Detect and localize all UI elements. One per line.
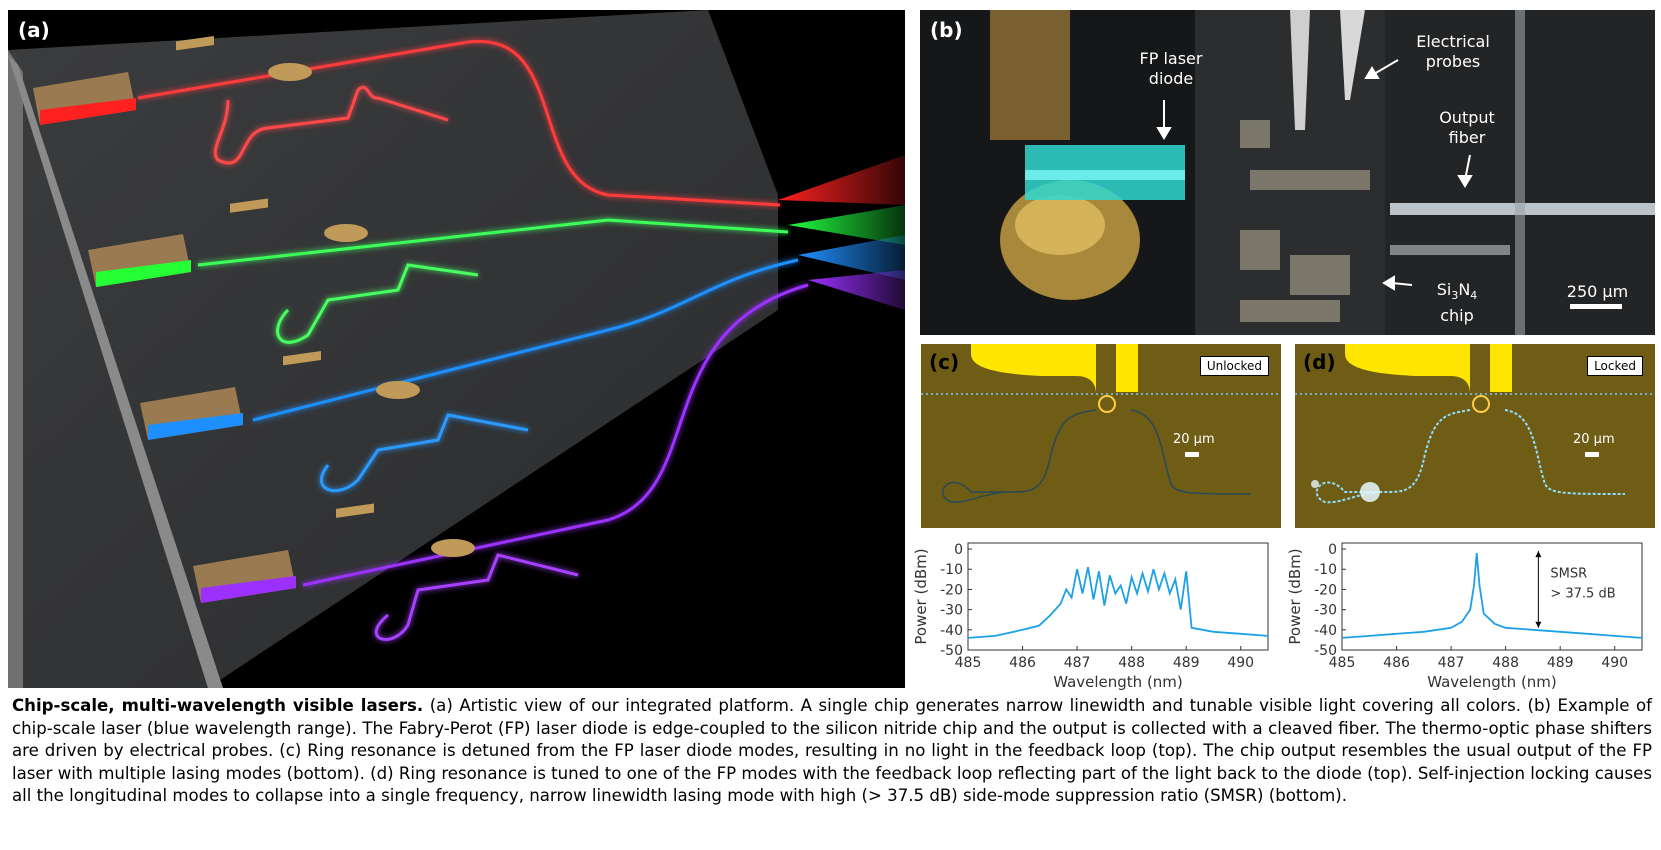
green-beam	[788, 205, 905, 245]
scale-bar-250	[1570, 304, 1622, 309]
probe-right	[1340, 10, 1365, 100]
locked-badge: Locked	[1587, 356, 1643, 376]
smsr-arrow-head-top	[1535, 551, 1542, 558]
plot-frame	[967, 542, 1269, 651]
laser-diode-annotation: FP laser diode	[1139, 49, 1203, 88]
spectrum-chart-d: 485 486 487 488 489 490 0 -10 -20 -30 -40 -50 Wavele…	[1284, 535, 1654, 691]
x-tick-label: 489	[1547, 655, 1574, 671]
ring-resonator	[1098, 395, 1116, 413]
feedback-loop	[941, 409, 1252, 504]
green-waveguide	[197, 218, 789, 267]
y-tick-label: -50	[1314, 643, 1337, 659]
panel-b-label: (b)	[930, 18, 963, 42]
caption-title: Chip-scale, multi-wavelength visible las…	[12, 696, 424, 715]
x-tick-label: 485	[955, 655, 982, 671]
chip-edge	[8, 50, 23, 688]
caption-body: (a) Artistic view of our integrated plat…	[12, 696, 1652, 806]
violet-waveguide	[302, 283, 809, 587]
electrode-left	[971, 344, 1096, 394]
panel-a-artistic-view: (a)	[8, 10, 905, 688]
probe-left	[1290, 10, 1310, 130]
x-tick-label: 490	[1227, 655, 1254, 671]
panel-c-label: (c)	[929, 350, 960, 374]
y-tick-label: -50	[940, 643, 963, 659]
laser-diodes	[33, 72, 296, 603]
y-tick-label: -10	[1314, 562, 1337, 578]
y-tick-label: -10	[940, 562, 963, 578]
chip-annotation: Si3N4 chip	[1436, 280, 1478, 326]
panel-d-label: (d)	[1303, 350, 1336, 374]
panel-b-photo: (b) FP laser diode Electrical probes Out…	[920, 10, 1655, 335]
y-tick-label: -40	[1314, 623, 1337, 639]
scale-bar-20-c	[1185, 452, 1199, 457]
blue-beam	[798, 235, 905, 280]
smsr-arrow-head-bottom	[1535, 621, 1542, 628]
microscope-photo	[920, 10, 1655, 335]
scatter-spot	[1360, 482, 1380, 502]
figure-caption: Chip-scale, multi-wavelength visible las…	[12, 695, 1652, 808]
chip-slab	[8, 10, 778, 688]
panel-c-micrograph: (c) Unlocked 20 µm	[921, 344, 1281, 528]
electrode-right	[1116, 344, 1138, 392]
x-tick-label: 488	[1118, 655, 1145, 671]
panel-d-scale-label: 20 µm	[1573, 432, 1615, 447]
y-tick-label: -20	[940, 582, 963, 598]
blue-waveguide	[252, 258, 799, 422]
spectrum-svg-c: 485 486 487 488 489 490 0 -10 -20 -30 -40 -50 Wavele…	[912, 542, 1269, 691]
red-waveguide	[137, 39, 781, 207]
plot-frame	[1341, 542, 1643, 651]
x-tick-label: 490	[1601, 655, 1628, 671]
scale-bar-label: 250 µm	[1566, 282, 1629, 301]
x-axis-label: Wavelength (nm)	[1427, 673, 1557, 690]
red-beam	[778, 155, 905, 205]
y-tick-label: -30	[1314, 603, 1337, 619]
x-tick-label: 487	[1438, 655, 1465, 671]
x-tick-label: 486	[1383, 655, 1410, 671]
spectrum-line	[967, 567, 1269, 639]
y-tick-label: -40	[940, 623, 963, 639]
output-fiber-annotation: Output fiber	[1439, 108, 1495, 147]
electrical-probes-annotation: Electrical probes	[1416, 32, 1490, 71]
spectrum-svg-d: 485 486 487 488 489 490 0 -10 -20 -30 -40 -50 Wavele…	[1286, 542, 1643, 691]
x-tick-label: 488	[1492, 655, 1519, 671]
panel-c-scale-label: 20 µm	[1173, 432, 1215, 447]
smsr-label: SMSR	[1550, 566, 1587, 581]
x-tick-label: 487	[1064, 655, 1091, 671]
chip-illustration	[8, 10, 905, 688]
y-tick-label: 0	[1328, 542, 1337, 558]
violet-beam	[808, 270, 905, 310]
illuminated-feedback-loop	[1315, 409, 1626, 504]
y-tick-label: -20	[1314, 582, 1337, 598]
spectrum-chart-c: 485 486 487 488 489 490 0 -10 -20 -30 -40 -50 Wavele…	[910, 535, 1280, 691]
x-tick-label: 489	[1173, 655, 1200, 671]
x-tick-label: 485	[1329, 655, 1356, 671]
panel-a-label: (a)	[18, 18, 50, 42]
x-tick-label: 486	[1009, 655, 1036, 671]
y-axis-label: Power (dBm)	[1286, 548, 1304, 644]
y-tick-label: 0	[954, 542, 963, 558]
spectrum-line	[1341, 553, 1643, 639]
panel-d-micrograph: (d) Locked 20 µm	[1295, 344, 1655, 528]
y-axis-label: Power (dBm)	[912, 548, 930, 644]
heater-pads	[176, 36, 475, 557]
y-tick-label: -30	[940, 603, 963, 619]
smsr-value: > 37.5 dB	[1550, 587, 1615, 602]
unlocked-badge: Unlocked	[1199, 356, 1269, 376]
x-axis-label: Wavelength (nm)	[1053, 673, 1183, 690]
